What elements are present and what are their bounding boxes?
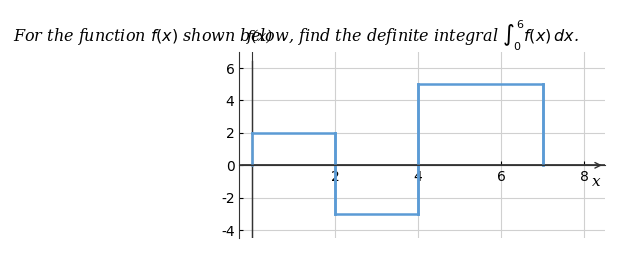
Text: f(x): f(x)	[247, 30, 273, 44]
Text: x: x	[592, 175, 600, 189]
Text: For the function $f(x)$ shown below, find the definite integral $\int_0^6 f(x)\,: For the function $f(x)$ shown below, fin…	[13, 18, 578, 53]
